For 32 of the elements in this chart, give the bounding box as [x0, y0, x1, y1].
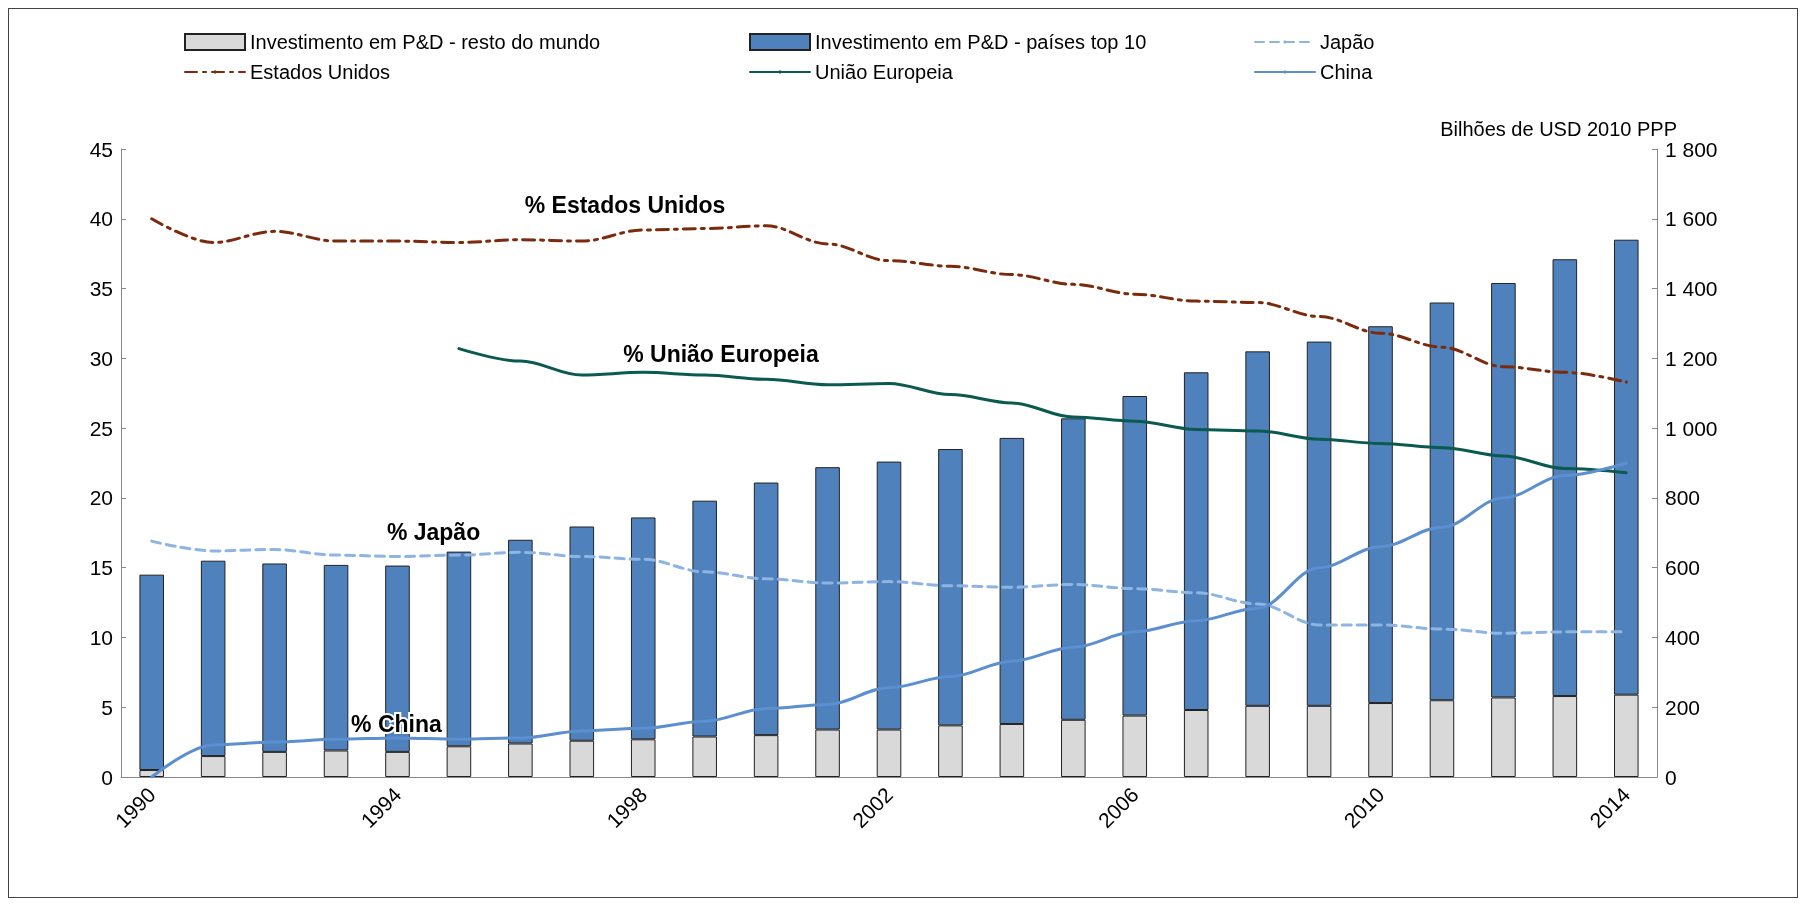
y-tick-label: 5: [101, 695, 113, 719]
y2-tick-label: 1 200: [1665, 346, 1718, 370]
line-series: [150, 217, 1628, 384]
y-tick-label: 20: [89, 486, 113, 510]
legend-label: Investimento em P&D - países top 10: [815, 31, 1147, 53]
y2-tick-label: 1 800: [1665, 137, 1718, 161]
annotation: % Japão: [386, 518, 481, 545]
legend-label: Japão: [1320, 31, 1375, 53]
y-tick-label: 45: [89, 137, 113, 161]
y-tick-label: 25: [89, 416, 113, 440]
legend-label: Estados Unidos: [250, 61, 391, 83]
y2-axis-title: Bilhões de USD 2010 PPP: [1440, 117, 1677, 140]
y2-tick-label: 1 600: [1665, 207, 1718, 231]
y-tick-label: 35: [89, 277, 113, 301]
line-series: [150, 461, 1628, 779]
y2-tick-label: 600: [1665, 556, 1701, 580]
y-tick-label: 40: [89, 207, 113, 231]
annotation: % Estados Unidos: [524, 191, 726, 218]
legend-label: China: [1320, 61, 1374, 83]
y2-tick-label: 1 400: [1665, 277, 1718, 301]
y-tick-label: 15: [89, 556, 113, 580]
legend-label: Investimento em P&D - resto do mundo: [250, 31, 601, 53]
y-tick-label: 30: [89, 346, 113, 370]
y2-tick-label: 800: [1665, 486, 1701, 510]
y2-tick-label: 1 000: [1665, 416, 1718, 440]
y2-tick-label: 200: [1665, 695, 1701, 719]
annotation: % União Europeia: [623, 340, 819, 367]
y-tick-label: 10: [89, 625, 113, 649]
y2-tick-label: 400: [1665, 625, 1701, 649]
y2-tick-label: 0: [1665, 765, 1677, 789]
legend-label: União Europeia: [815, 61, 954, 83]
y-tick-label: 0: [101, 765, 113, 789]
